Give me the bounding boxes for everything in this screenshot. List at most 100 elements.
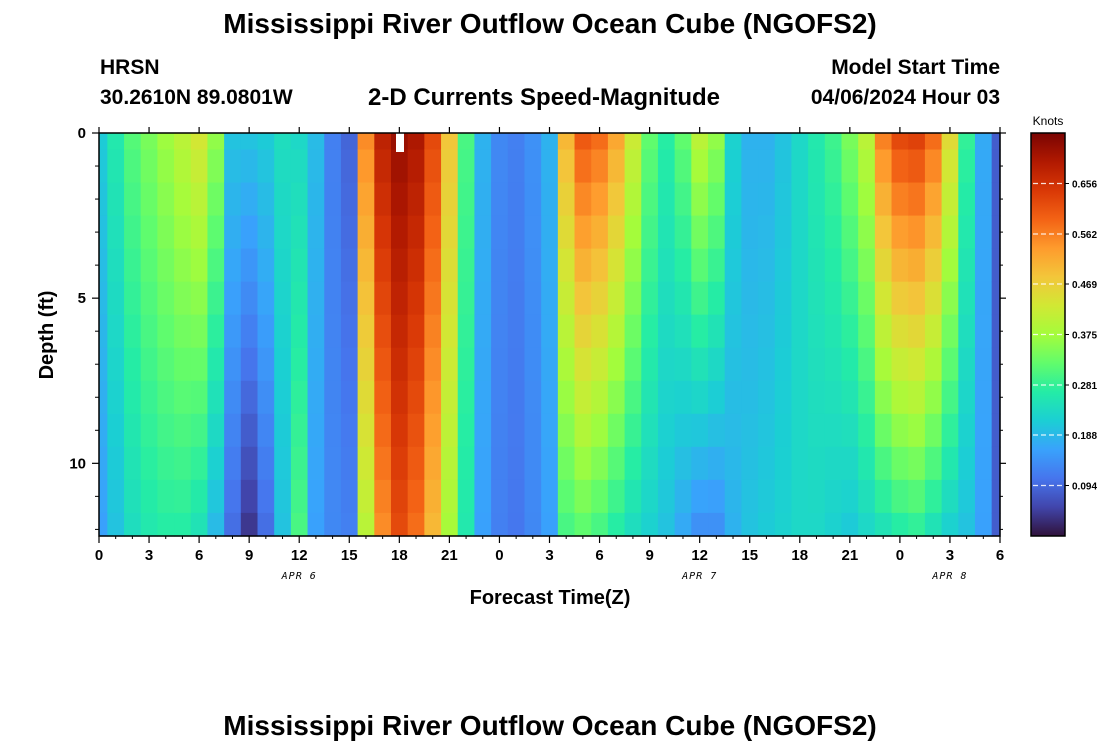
- heatmap-cell: [157, 479, 175, 514]
- heatmap-cell: [374, 413, 392, 448]
- heatmap-cell: [924, 182, 943, 217]
- heatmap-cell: [457, 446, 476, 481]
- x-axis-label: Forecast Time(Z): [470, 587, 631, 609]
- heatmap-cell: [624, 182, 642, 217]
- heatmap-cell: [657, 347, 676, 382]
- heatmap-cell: [724, 380, 742, 415]
- heatmap-cell: [124, 215, 142, 250]
- heatmap-cell: [924, 149, 943, 184]
- heatmap-cell: [741, 413, 759, 448]
- heatmap-cell: [390, 314, 409, 349]
- heatmap-cell: [607, 248, 626, 283]
- colorbar-tick-label: 0.375: [1072, 331, 1097, 342]
- heatmap-cell: [574, 281, 592, 316]
- heatmap-cell: [340, 347, 359, 382]
- heatmap-cell: [858, 281, 876, 316]
- heatmap-cell: [474, 215, 492, 250]
- heatmap-cell: [874, 149, 893, 184]
- heatmap-cell: [891, 380, 909, 415]
- heatmap-cell: [424, 281, 442, 316]
- heatmap-cell: [441, 380, 459, 415]
- heatmap-cell: [758, 149, 776, 184]
- heatmap-cell: [407, 182, 425, 217]
- heatmap-cell: [340, 479, 359, 514]
- heatmap-cell: [774, 314, 793, 349]
- x-tick-label: 18: [791, 547, 808, 564]
- heatmap-cell: [224, 149, 242, 184]
- heatmap-cell: [507, 182, 526, 217]
- heatmap-cell: [741, 479, 759, 514]
- heatmap-cell: [674, 413, 692, 448]
- heatmap-cell: [340, 512, 359, 537]
- heatmap-cell: [99, 479, 108, 514]
- y-axis: 0 5 10: [69, 125, 1006, 530]
- heatmap-cell: [140, 314, 158, 349]
- heatmap-cell: [474, 133, 492, 151]
- heatmap-cell: [507, 512, 526, 537]
- heatmap-cell: [691, 182, 709, 217]
- colorbar-tick-label: 0.281: [1072, 381, 1097, 392]
- heatmap-cell: [390, 149, 409, 184]
- heatmap-cell: [307, 314, 325, 349]
- heatmap-cell: [641, 446, 659, 481]
- heatmap-cell: [207, 182, 225, 217]
- heatmap-cell: [557, 281, 576, 316]
- heatmap-cell: [274, 215, 292, 250]
- heatmap-cell: [257, 314, 275, 349]
- heatmap-cell: [841, 182, 859, 217]
- heatmap-cell: [657, 149, 676, 184]
- heatmap-cell: [607, 512, 626, 537]
- heatmap-cell: [240, 413, 259, 448]
- heatmap-cell: [841, 215, 859, 250]
- heatmap-cell: [858, 446, 876, 481]
- heatmap-cell: [691, 149, 709, 184]
- heatmap-cell: [357, 215, 375, 250]
- heatmap-cell: [774, 133, 793, 151]
- heatmap-cell: [607, 281, 626, 316]
- heatmap-cell: [674, 446, 692, 481]
- heatmap-cell: [99, 512, 108, 537]
- heatmap-cell: [541, 479, 559, 514]
- heatmap-cell: [174, 347, 192, 382]
- heatmap-cell: [441, 182, 459, 217]
- heatmap-cell: [574, 314, 592, 349]
- heatmap-cell: [824, 446, 843, 481]
- heatmap-cell: [274, 413, 292, 448]
- x-tick-label: 21: [441, 547, 458, 564]
- heatmap-cell: [457, 314, 476, 349]
- heatmap-cell: [991, 281, 1001, 316]
- heatmap-cell: [991, 215, 1001, 250]
- heatmap-cell: [941, 248, 959, 283]
- heatmap-cell: [240, 446, 259, 481]
- heatmap-cell: [808, 182, 826, 217]
- heatmap-cell: [224, 446, 242, 481]
- heatmap-cell: [390, 413, 409, 448]
- heatmap-cell: [107, 413, 125, 448]
- heatmap-cell: [390, 347, 409, 382]
- heatmap-cell: [691, 314, 709, 349]
- heatmap-cell: [524, 314, 542, 349]
- heatmap-cell: [357, 133, 375, 151]
- heatmap-cell: [824, 512, 843, 537]
- heatmap-cell: [257, 380, 275, 415]
- heatmap-cell: [174, 314, 192, 349]
- heatmap-cell: [124, 413, 142, 448]
- heatmap-cell: [874, 182, 893, 217]
- heatmap-cell: [174, 133, 192, 151]
- heatmap-cell: [641, 512, 659, 537]
- heatmap-cell: [641, 215, 659, 250]
- heatmap-cell: [124, 182, 142, 217]
- heatmap-cell: [674, 479, 692, 514]
- heatmap-cell: [591, 479, 609, 514]
- heatmap-cell: [958, 380, 976, 415]
- heatmap-cell: [824, 182, 843, 217]
- heatmap-cell: [874, 380, 893, 415]
- heatmap-cell: [424, 479, 442, 514]
- heatmap-cell: [958, 182, 976, 217]
- heatmap-cell: [908, 281, 926, 316]
- heatmap-cell: [374, 248, 392, 283]
- heatmap-cell: [207, 149, 225, 184]
- heatmap-cell: [624, 512, 642, 537]
- heatmap-cell: [657, 215, 676, 250]
- heatmap-cell: [274, 133, 292, 151]
